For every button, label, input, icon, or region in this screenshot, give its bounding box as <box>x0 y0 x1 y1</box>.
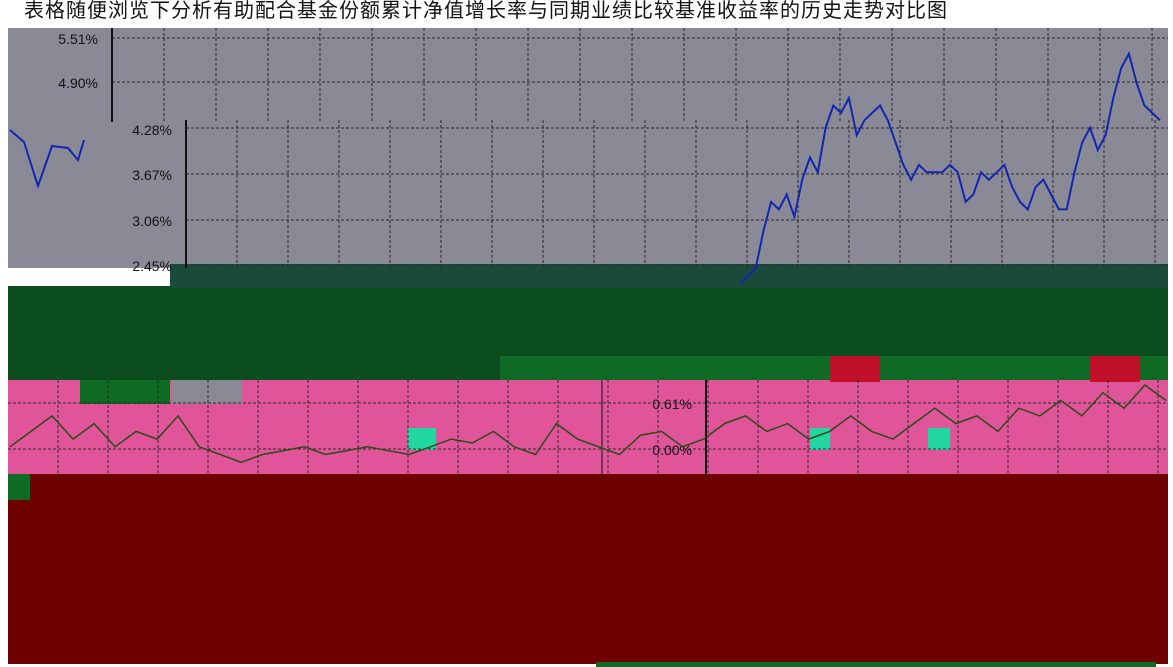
series-left-fragment <box>9 129 85 190</box>
grid-main <box>186 120 1168 268</box>
gray-panel-main <box>8 120 1168 268</box>
y-tick-2-45: 2.45% <box>132 258 172 274</box>
cyan-block <box>408 428 436 450</box>
y-tick-4-28: 4.28% <box>132 122 172 138</box>
series-line-left <box>9 129 85 190</box>
y-tick-4-90: 4.90% <box>58 75 98 91</box>
y-tick-0-00: 0.00% <box>652 442 692 458</box>
red-block-2 <box>1090 356 1140 382</box>
grid-bottom <box>8 380 1168 475</box>
y-tick-3-67: 3.67% <box>132 167 172 183</box>
green-band-upper <box>170 264 1168 288</box>
series-line-bottom <box>9 383 1167 464</box>
green-block-left <box>8 474 30 500</box>
series-bottom <box>9 383 1167 464</box>
y-tick-3-06: 3.06% <box>132 213 172 229</box>
grid-top <box>112 28 1168 122</box>
maroon-band <box>8 474 1168 664</box>
red-block <box>830 356 880 382</box>
cyan-block-3 <box>928 428 950 450</box>
green-block-pink <box>80 380 170 404</box>
series-line-main <box>739 50 1161 285</box>
y-tick-0-61: 0.61% <box>652 396 692 412</box>
series-main <box>739 50 1161 285</box>
y-tick-5-51: 5.51% <box>58 31 98 47</box>
cyan-block-2 <box>810 428 830 450</box>
green-block-bottom <box>596 662 1156 667</box>
gray-block-pink <box>172 380 242 404</box>
caption-text: 表格随便浏览下分析有助配合基金份额累计净值增长率与同期业绩比较基准收益率的历史走… <box>24 0 948 20</box>
gray-panel-top <box>8 28 1168 122</box>
